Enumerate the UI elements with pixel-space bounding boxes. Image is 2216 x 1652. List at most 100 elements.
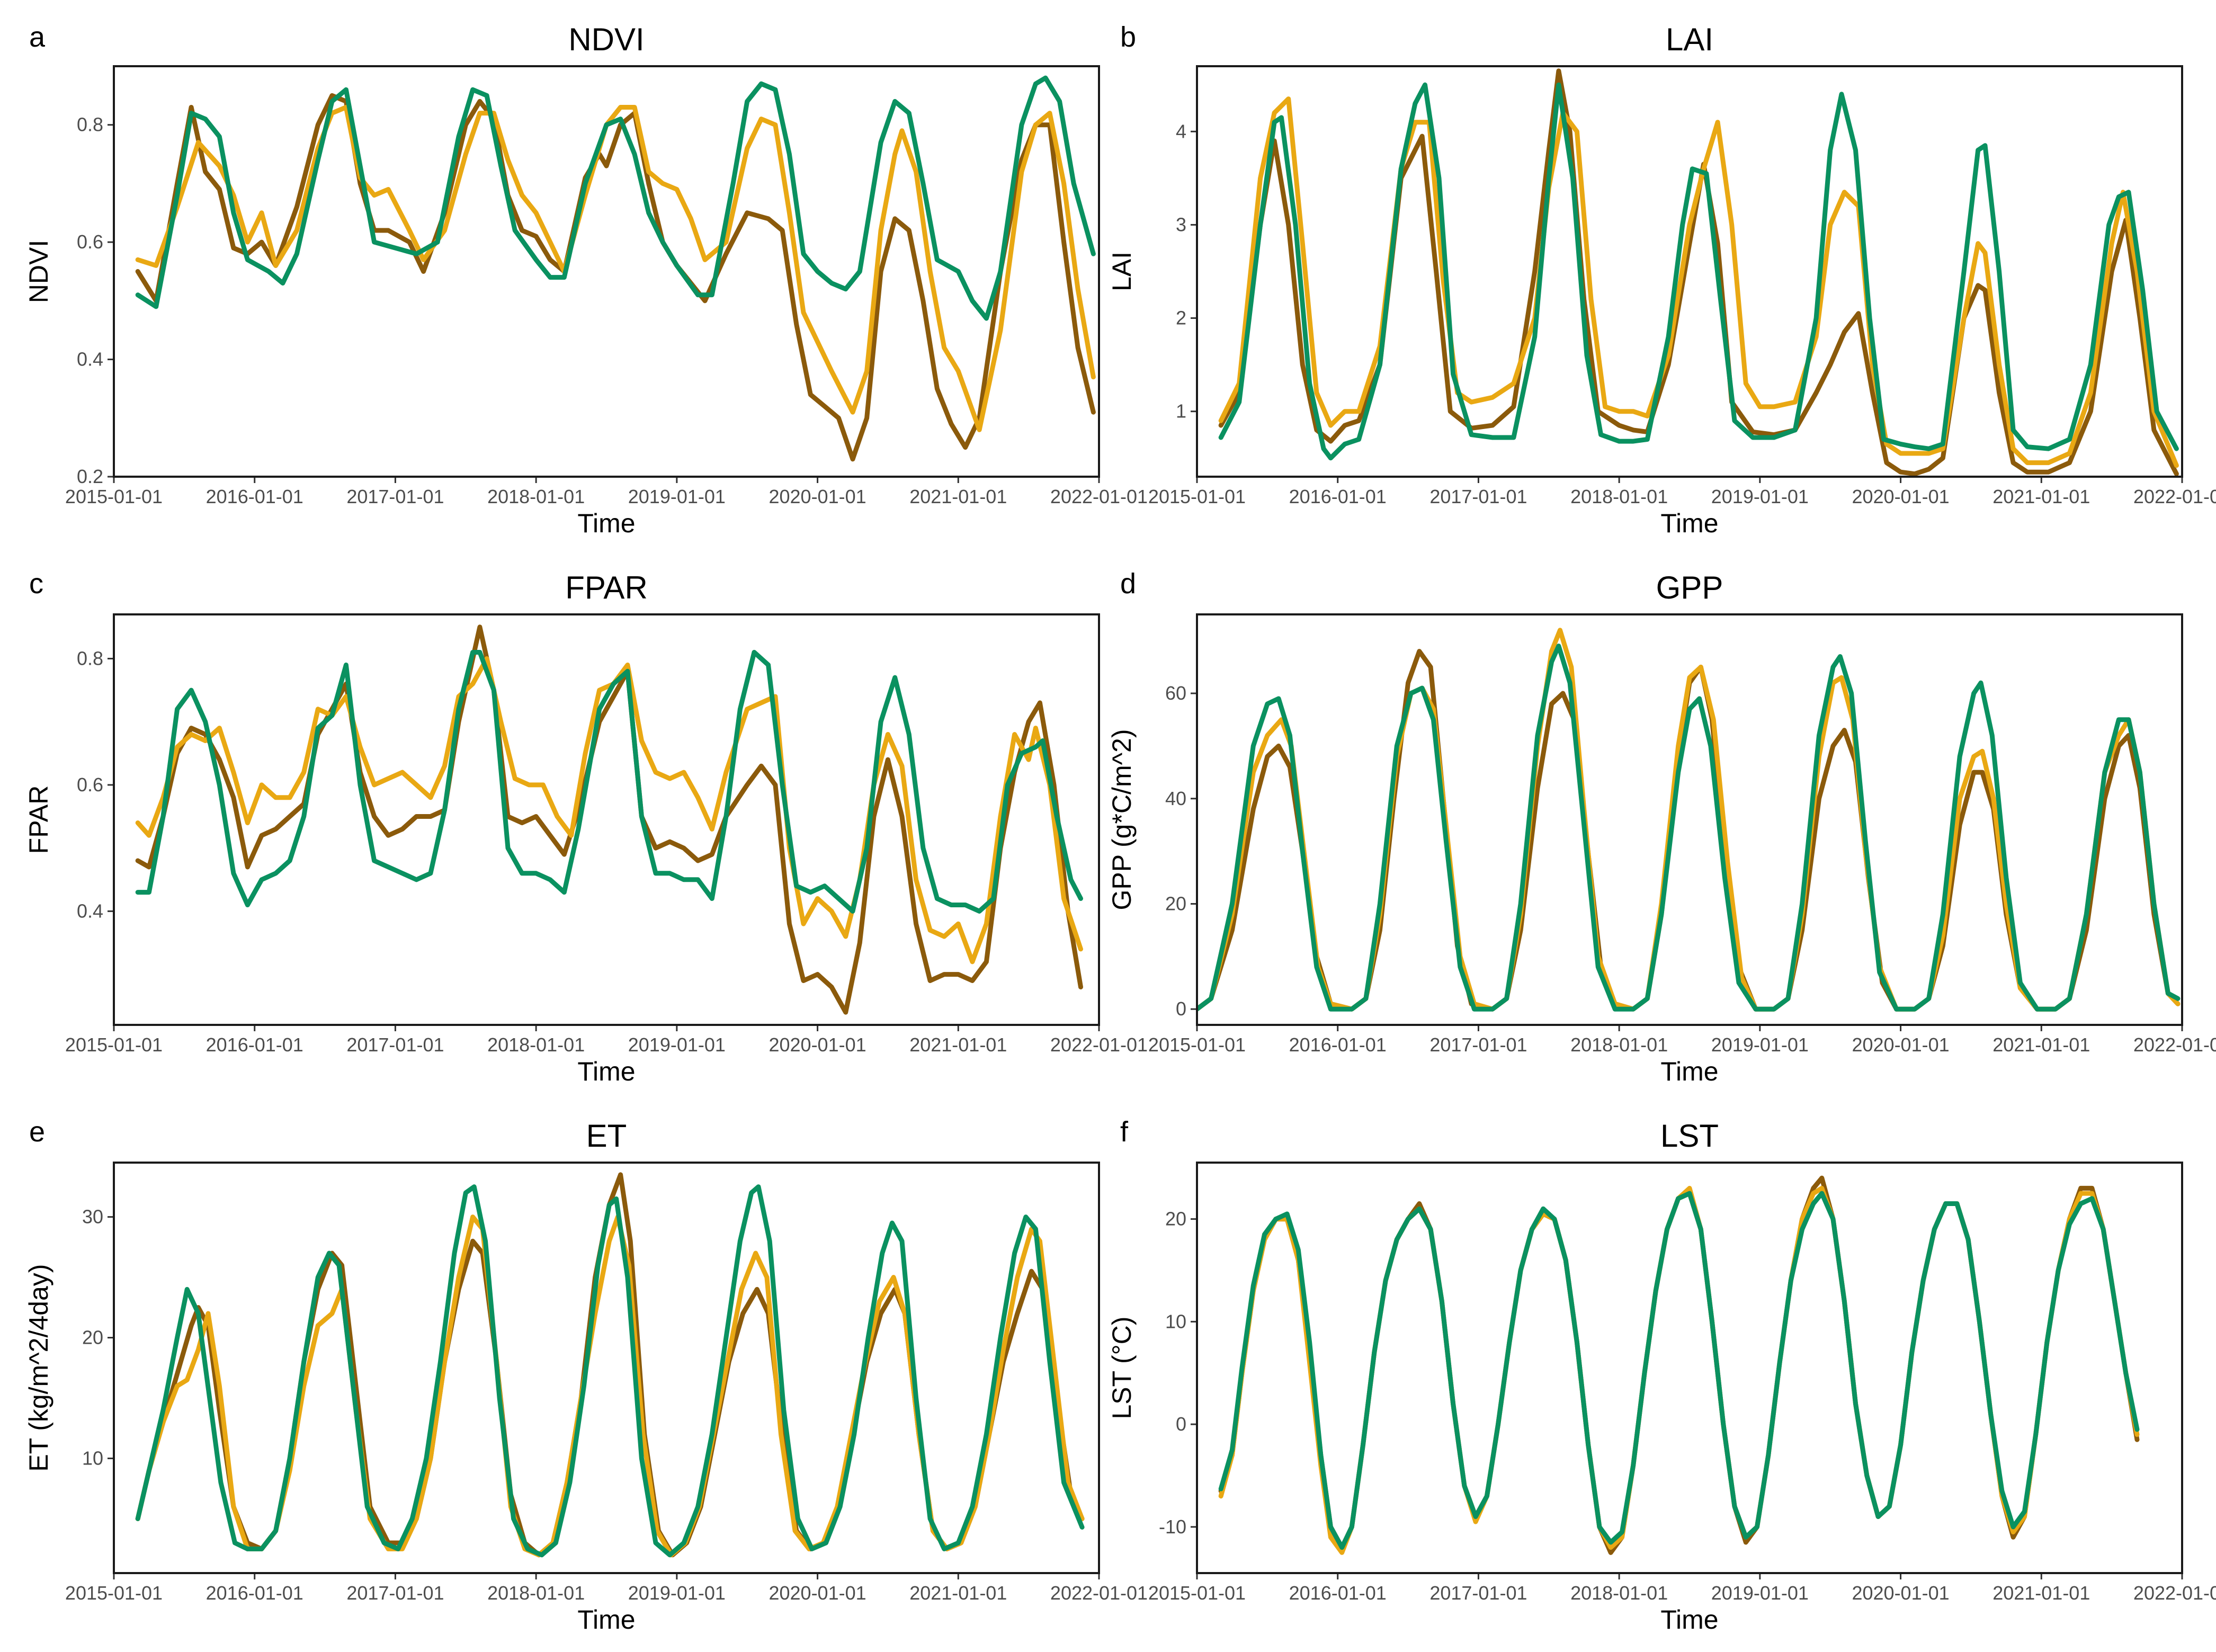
panel-title: LAI bbox=[1666, 22, 1713, 57]
panel-d: d GPP 0 20 40 60 2015-01-01 2016-01-01 2017-01-0… bbox=[1107, 568, 2216, 1086]
y-tick-label: 0.8 bbox=[77, 114, 103, 136]
y-axis-title: LAI bbox=[1107, 252, 1137, 291]
series-group bbox=[1218, 68, 2179, 477]
y-tick-label: 3 bbox=[1176, 213, 1186, 235]
x-tick-label: 2015-01-01 bbox=[1148, 1034, 1246, 1056]
panel-title: ET bbox=[586, 1118, 627, 1154]
y-tick-label: 20 bbox=[82, 1327, 103, 1349]
x-tick-label: 2021-01-01 bbox=[909, 486, 1007, 507]
panel-title: LST bbox=[1660, 1118, 1719, 1154]
x-tick-label: 2022-01-01 bbox=[2133, 486, 2216, 507]
panel-f: f LST -10 0 10 20 2015-01-01 2016-01-01 2017-01-… bbox=[1107, 1116, 2216, 1635]
y-tick-label: 0 bbox=[1176, 1413, 1186, 1435]
y-tick-label: 40 bbox=[1165, 788, 1186, 809]
x-axis-title: Time bbox=[577, 1057, 635, 1086]
y-tick-label: 10 bbox=[82, 1447, 103, 1469]
y-tick-label: -10 bbox=[1159, 1516, 1186, 1538]
panel-b: b LAI 1 2 3 4 2015-01-01 2016-01-01 2017-01-01 20… bbox=[1107, 21, 2216, 538]
x-tick-label: 2022-01-01 bbox=[1050, 486, 1148, 507]
x-tick-label: 2022-01-01 bbox=[2133, 1034, 2216, 1056]
x-tick-label: 2019-01-01 bbox=[628, 486, 726, 507]
y-tick-label: 0.4 bbox=[77, 900, 103, 922]
y-tick-label: 2 bbox=[1176, 307, 1186, 329]
panel-letter: c bbox=[29, 568, 43, 600]
panel-title: GPP bbox=[1656, 570, 1723, 605]
series-line-green bbox=[135, 650, 1083, 914]
y-tick-label: 20 bbox=[1165, 1208, 1186, 1230]
panel-title: NDVI bbox=[568, 22, 644, 57]
y-axis-title: LST (°C) bbox=[1107, 1316, 1137, 1419]
x-tick-label: 2017-01-01 bbox=[346, 1034, 444, 1056]
x-axis-title: Time bbox=[577, 1605, 635, 1635]
panel-letter: a bbox=[29, 21, 46, 53]
x-tick-label: 2018-01-01 bbox=[1570, 486, 1668, 507]
x-tick-label: 2016-01-01 bbox=[1289, 1034, 1387, 1056]
y-tick-label: 30 bbox=[82, 1206, 103, 1228]
plot-frame bbox=[1196, 1162, 2183, 1574]
x-tick-label: 2019-01-01 bbox=[1711, 1034, 1809, 1056]
x-tick-label: 2016-01-01 bbox=[1289, 1582, 1387, 1604]
panel-title: FPAR bbox=[565, 570, 648, 605]
x-axis-title: Time bbox=[1660, 1057, 1718, 1086]
y-axis-title: ET (kg/m^2/4day) bbox=[24, 1264, 53, 1471]
x-tick-label: 2016-01-01 bbox=[206, 1582, 303, 1604]
x-tick-label: 2020-01-01 bbox=[1852, 1034, 1949, 1056]
x-tick-label: 2018-01-01 bbox=[487, 486, 585, 507]
panel-a: a NDVI 0.2 0.4 0.6 0.8 2015-01-01 2016-01-01 201… bbox=[24, 21, 1148, 538]
series-line-orange bbox=[135, 656, 1083, 965]
x-tick-label: 2017-01-01 bbox=[346, 1582, 444, 1604]
x-tick-label: 2020-01-01 bbox=[769, 1034, 866, 1056]
series-line-green bbox=[135, 75, 1096, 321]
y-tick-label: 0.8 bbox=[77, 647, 103, 669]
y-tick-label: 60 bbox=[1165, 682, 1186, 704]
y-tick-label: 4 bbox=[1176, 120, 1186, 142]
panel-e: e ET 10 20 30 2015-01-01 2016-01-01 2017-01-01 2… bbox=[24, 1116, 1148, 1635]
y-tick-label: 0.2 bbox=[77, 466, 103, 487]
series-group bbox=[1197, 628, 2181, 1012]
series-group bbox=[1218, 1175, 2140, 1555]
panel-letter: f bbox=[1120, 1116, 1129, 1148]
x-tick-label: 2022-01-01 bbox=[1050, 1034, 1148, 1056]
x-tick-label: 2022-01-01 bbox=[2133, 1582, 2216, 1604]
x-tick-label: 2021-01-01 bbox=[909, 1034, 1007, 1056]
panel-letter: e bbox=[29, 1116, 45, 1148]
x-tick-label: 2020-01-01 bbox=[1852, 1582, 1949, 1604]
x-tick-label: 2016-01-01 bbox=[206, 1034, 303, 1056]
y-axis-title: FPAR bbox=[24, 785, 53, 854]
x-tick-label: 2017-01-01 bbox=[1429, 1582, 1527, 1604]
x-axis-title: Time bbox=[1660, 508, 1718, 538]
plot-frame bbox=[1196, 613, 2183, 1026]
y-axis-title: GPP (g*C/m^2) bbox=[1107, 729, 1137, 910]
y-tick-label: 0.4 bbox=[77, 349, 103, 370]
x-axis-title: Time bbox=[577, 508, 635, 538]
series-line-green bbox=[1218, 1191, 2140, 1550]
x-tick-label: 2015-01-01 bbox=[1148, 1582, 1246, 1604]
x-tick-label: 2018-01-01 bbox=[487, 1582, 585, 1604]
x-tick-label: 2016-01-01 bbox=[206, 486, 303, 507]
y-axis-title: NDVI bbox=[24, 240, 53, 303]
x-tick-label: 2021-01-01 bbox=[1992, 1034, 2090, 1056]
x-tick-label: 2019-01-01 bbox=[628, 1582, 726, 1604]
y-tick-label: 0 bbox=[1176, 998, 1186, 1020]
series-line-green bbox=[135, 1184, 1085, 1558]
panel-c: c FPAR 0.4 0.6 0.8 2015-01-01 2016-01-01 2017-0… bbox=[24, 568, 1148, 1086]
x-tick-label: 2020-01-01 bbox=[769, 486, 866, 507]
series-group bbox=[135, 624, 1083, 1015]
x-tick-label: 2021-01-01 bbox=[1992, 1582, 2090, 1604]
x-tick-label: 2015-01-01 bbox=[1148, 486, 1246, 507]
series-line-brown bbox=[135, 624, 1083, 1015]
x-tick-label: 2018-01-01 bbox=[487, 1034, 585, 1056]
plot-frame bbox=[1196, 65, 2183, 478]
plot-frame bbox=[113, 613, 1100, 1026]
y-tick-label: 10 bbox=[1165, 1310, 1186, 1332]
series-line-orange bbox=[135, 105, 1096, 432]
series-line-green bbox=[1218, 82, 2179, 461]
y-tick-label: 20 bbox=[1165, 892, 1186, 914]
x-tick-label: 2021-01-01 bbox=[1992, 486, 2090, 507]
series-group bbox=[135, 75, 1096, 462]
x-tick-label: 2017-01-01 bbox=[1429, 486, 1527, 507]
x-tick-label: 2019-01-01 bbox=[1711, 486, 1809, 507]
y-tick-label: 1 bbox=[1176, 400, 1186, 422]
y-tick-label: 0.6 bbox=[77, 231, 103, 253]
